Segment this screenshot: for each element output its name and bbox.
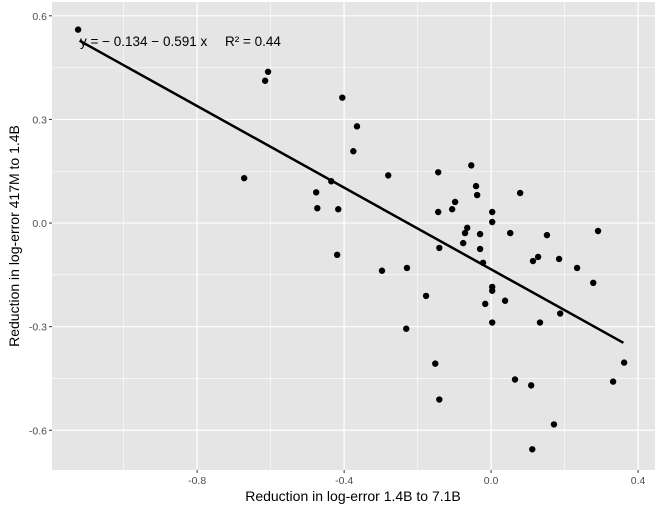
data-point bbox=[448, 206, 456, 213]
data-point bbox=[468, 162, 475, 169]
r2-annotation: R² = 0.44 bbox=[225, 34, 281, 49]
data-point bbox=[350, 148, 357, 155]
data-point bbox=[436, 396, 443, 403]
equation-annotation: y = − 0.134 − 0.591 x bbox=[80, 34, 207, 49]
y-tick-label: -0.6 bbox=[29, 425, 47, 437]
y-tick-label: -0.3 bbox=[29, 322, 47, 334]
x-axis-label: Reduction in log-error 1.4B to 7.1B bbox=[245, 488, 461, 504]
data-point bbox=[403, 325, 410, 332]
data-point bbox=[489, 218, 496, 226]
data-point bbox=[461, 229, 469, 237]
data-point bbox=[536, 319, 544, 326]
data-point bbox=[261, 77, 269, 84]
data-point bbox=[534, 253, 542, 261]
data-point bbox=[489, 208, 496, 216]
data-point bbox=[590, 279, 597, 286]
ticks: -0.8 -0.4 0.0 0.4 -0.6 -0.3 0.0 0.3 0.6 bbox=[29, 11, 646, 487]
data-point bbox=[482, 300, 489, 308]
data-point bbox=[434, 169, 442, 176]
data-point bbox=[436, 244, 443, 252]
data-point bbox=[476, 230, 484, 238]
data-point bbox=[385, 172, 392, 179]
data-point bbox=[74, 26, 82, 33]
data-point bbox=[451, 198, 459, 206]
y-axis-label: Reduction in log-error 417M to 1.4B bbox=[6, 125, 22, 347]
data-point bbox=[555, 255, 563, 263]
data-point bbox=[333, 251, 341, 259]
data-point bbox=[529, 446, 536, 453]
data-point bbox=[543, 231, 551, 239]
grid bbox=[52, 2, 655, 470]
data-point bbox=[240, 174, 248, 182]
regression-line bbox=[78, 39, 625, 344]
y-tick-label: 0.0 bbox=[32, 218, 47, 230]
data-point bbox=[264, 68, 272, 75]
data-point bbox=[620, 359, 628, 366]
x-tick-label: -0.8 bbox=[188, 475, 206, 487]
data-point bbox=[501, 297, 509, 304]
x-tick-label: 0.4 bbox=[631, 475, 646, 487]
data-point bbox=[313, 189, 320, 196]
x-tick-label: -0.4 bbox=[335, 475, 353, 487]
data-point bbox=[353, 123, 361, 130]
data-point bbox=[432, 360, 439, 367]
data-point bbox=[550, 421, 558, 428]
data-point bbox=[403, 264, 411, 272]
data-point bbox=[573, 264, 581, 272]
data-point bbox=[434, 208, 442, 216]
y-tick-label: 0.6 bbox=[32, 11, 47, 23]
data-point bbox=[609, 378, 617, 385]
data-point bbox=[529, 257, 537, 265]
data-point bbox=[476, 245, 484, 253]
x-tick-label: 0.0 bbox=[484, 475, 499, 487]
data-point bbox=[378, 267, 386, 274]
data-point bbox=[489, 287, 496, 294]
data-point bbox=[507, 229, 514, 237]
data-point bbox=[516, 189, 524, 197]
data-point bbox=[459, 239, 467, 247]
data-point bbox=[335, 206, 342, 213]
data-point bbox=[464, 224, 471, 232]
y-tick-label: 0.3 bbox=[32, 114, 47, 126]
data-point bbox=[489, 319, 496, 326]
data-point bbox=[594, 227, 602, 235]
data-point bbox=[472, 182, 480, 190]
data-point bbox=[527, 382, 535, 389]
data-point bbox=[556, 310, 564, 317]
data-point bbox=[422, 292, 430, 300]
data-point bbox=[511, 376, 519, 383]
data-point bbox=[314, 204, 321, 212]
data-point bbox=[473, 191, 481, 199]
data-point bbox=[339, 94, 346, 101]
